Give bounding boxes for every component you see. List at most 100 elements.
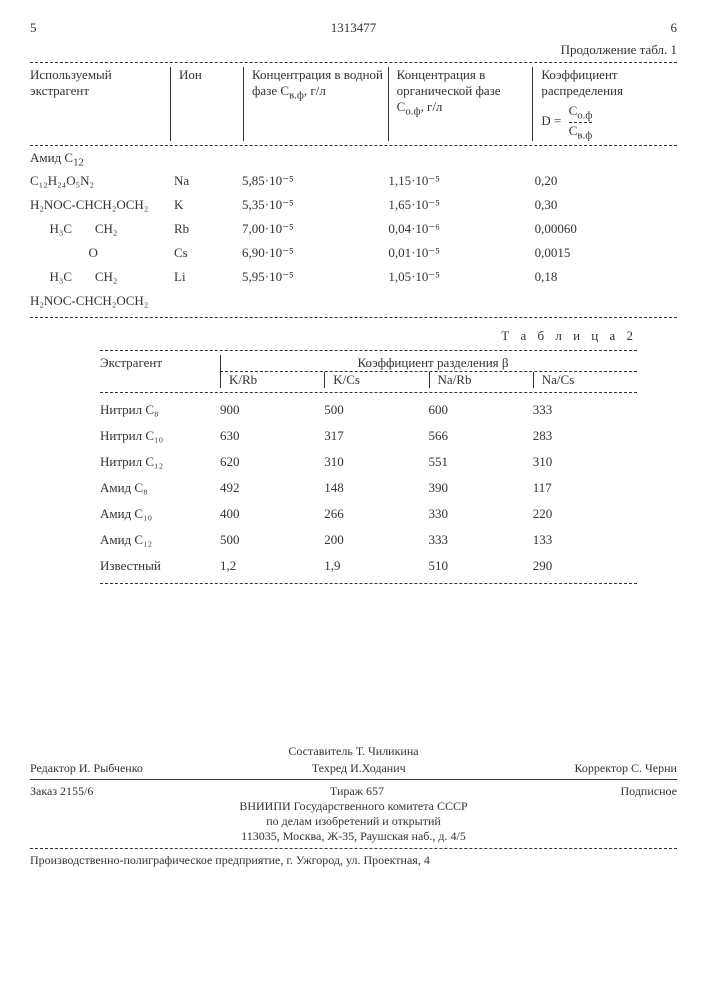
cell-value: 317 (324, 428, 428, 444)
cell-value: 566 (429, 428, 533, 444)
footer-address: 113035, Москва, Ж-35, Раушская наб., д. … (30, 829, 677, 844)
divider (100, 583, 637, 584)
cell-d: 0,18 (531, 269, 677, 285)
table-row: Амид C₁₀400266330220 (100, 501, 637, 527)
formula-row: H₃C CH₂ (30, 265, 170, 289)
cell-ion: Na (170, 173, 238, 189)
table-row: Нитрил C₁₂620310551310 (100, 449, 637, 475)
table-row: Rb 7,00·10⁻⁵ 0,04·10⁻⁶ 0,00060 (170, 217, 677, 241)
cell-aq: 5,85·10⁻⁵ (238, 173, 384, 189)
cell-value: 310 (533, 454, 637, 470)
divider (30, 317, 677, 318)
cell-ion: Li (170, 269, 238, 285)
cell-value: 133 (533, 532, 637, 548)
cell-d: 0,0015 (531, 245, 677, 261)
divider (30, 779, 677, 780)
table-row: Нитрил C₁₀630317566283 (100, 423, 637, 449)
cell-name: Амид C₁₂ (100, 532, 220, 548)
table2-col: Na/Cs (533, 372, 637, 388)
cell-name: Амид C₈ (100, 480, 220, 496)
cell-value: 333 (429, 532, 533, 548)
cell-value: 148 (324, 480, 428, 496)
table-row: Известный1,21,9510290 (100, 553, 637, 579)
divider (30, 62, 677, 63)
cell-org: 1,15·10⁻⁵ (384, 173, 530, 189)
table1-body: C₁₂H₂₄O₅N₂ H₂NOC-CHCH₂OCH₂ H₃C CH₂ O H₃C… (30, 169, 677, 313)
cell-value: 510 (429, 558, 533, 574)
formula-row: H₂NOC-CHCH₂OCH₂ (30, 193, 170, 217)
cell-value: 266 (324, 506, 428, 522)
footer: Составитель Т. Чиликина Редактор И. Рыбч… (30, 744, 677, 868)
footer-subscription: Подписное (621, 784, 678, 799)
table1-header-org: Концентрация в органической фазе Cо.ф, г… (388, 67, 533, 141)
cell-value: 330 (429, 506, 533, 522)
doc-number: 1313477 (331, 20, 377, 36)
divider (100, 350, 637, 351)
table-row: Амид C₁₂500200333133 (100, 527, 637, 553)
page-num-left: 5 (30, 20, 37, 36)
table1-continuation: Продолжение табл. 1 (30, 42, 677, 58)
footer-printer: Производственно-полиграфическое предприя… (30, 853, 677, 868)
cell-d: 0,00060 (531, 221, 677, 237)
table-row: Na 5,85·10⁻⁵ 1,15·10⁻⁵ 0,20 (170, 169, 677, 193)
footer-org2: по делам изобретений и открытий (30, 814, 677, 829)
table2-col: K/Rb (229, 372, 324, 388)
divider (100, 392, 637, 393)
cell-org: 0,01·10⁻⁵ (384, 245, 530, 261)
formula-row: H₂NOC-CHCH₂OCH₂ (30, 289, 170, 313)
amide-label: Амид C12 (30, 150, 677, 169)
cell-value: 630 (220, 428, 324, 444)
table1-header-coeff: Коэффициент распределения D = Cо.ф Cв.ф (532, 67, 677, 141)
cell-aq: 7,00·10⁻⁵ (238, 221, 384, 237)
cell-value: 290 (533, 558, 637, 574)
table2-col: Na/Rb (429, 372, 533, 388)
footer-tech: Техред И.Ходанич (312, 761, 406, 776)
divider (30, 145, 677, 146)
cell-value: 551 (429, 454, 533, 470)
cell-value: 1,2 (220, 558, 324, 574)
table-row: Амид C₈492148390117 (100, 475, 637, 501)
cell-value: 390 (429, 480, 533, 496)
cell-name: Нитрил C₈ (100, 402, 220, 418)
cell-value: 620 (220, 454, 324, 470)
table2-header-extractant: Экстрагент (100, 355, 220, 371)
table2: Экстрагент Коэффициент разделения β K/Rb… (100, 350, 637, 584)
cell-value: 600 (429, 402, 533, 418)
table2-title: Т а б л и ц а 2 (30, 328, 637, 344)
divider (30, 848, 677, 849)
cell-org: 0,04·10⁻⁶ (384, 221, 530, 237)
table1-header-extractant: Используемый экстрагент (30, 67, 170, 141)
cell-name: Амид C₁₀ (100, 506, 220, 522)
cell-ion: K (170, 197, 238, 213)
cell-ion: Rb (170, 221, 238, 237)
table1-header-aq: Концентрация в водной фазе Cв.ф, г/л (243, 67, 388, 141)
cell-aq: 5,95·10⁻⁵ (238, 269, 384, 285)
table1-header-ion: Ион (170, 67, 243, 141)
table-row: Li 5,95·10⁻⁵ 1,05·10⁻⁵ 0,18 (170, 265, 677, 289)
cell-value: 310 (324, 454, 428, 470)
cell-d: 0,30 (531, 197, 677, 213)
cell-value: 117 (533, 480, 637, 496)
table2-header-coeff: Коэффициент разделения β (220, 355, 637, 371)
table-row: Нитрил C₈900500600333 (100, 397, 637, 423)
formula-row: H₃C CH₂ (30, 217, 170, 241)
footer-order: Заказ 2155/6 (30, 784, 93, 799)
cell-aq: 5,35·10⁻⁵ (238, 197, 384, 213)
cell-org: 1,05·10⁻⁵ (384, 269, 530, 285)
cell-ion: Cs (170, 245, 238, 261)
footer-corrector: Корректор С. Черни (575, 761, 677, 776)
table-row: K 5,35·10⁻⁵ 1,65·10⁻⁵ 0,30 (170, 193, 677, 217)
footer-editor: Редактор И. Рыбченко (30, 761, 143, 776)
cell-aq: 6,90·10⁻⁵ (238, 245, 384, 261)
formula-row: C₁₂H₂₄O₅N₂ (30, 169, 170, 193)
cell-name: Нитрил C₁₀ (100, 428, 220, 444)
table1: Используемый экстрагент Ион Концентрация… (30, 67, 677, 141)
footer-compiler: Составитель Т. Чиликина (30, 744, 677, 759)
table2-col: K/Cs (324, 372, 428, 388)
cell-value: 500 (220, 532, 324, 548)
cell-value: 283 (533, 428, 637, 444)
footer-tirage: Тираж 657 (330, 784, 384, 799)
table1-left-formulas: C₁₂H₂₄O₅N₂ H₂NOC-CHCH₂OCH₂ H₃C CH₂ O H₃C… (30, 169, 170, 313)
cell-value: 900 (220, 402, 324, 418)
cell-org: 1,65·10⁻⁵ (384, 197, 530, 213)
